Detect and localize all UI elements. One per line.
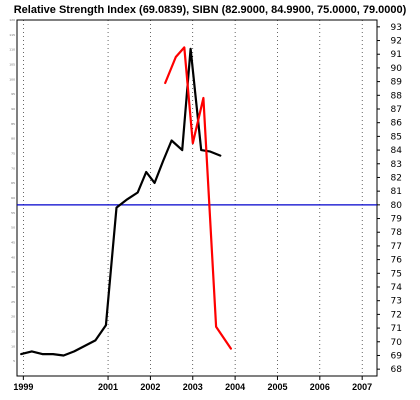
x-tick-label-2001: 2001 bbox=[98, 382, 118, 392]
left-tick-label-40: 40 bbox=[11, 255, 15, 259]
left-axis: 5 10 15 20 25 30 35 40 45 50 55 60 65 70 75 80 85 90 95 100… bbox=[9, 18, 15, 363]
right-tick-label-83: 83 bbox=[391, 160, 402, 170]
left-tick-label-60: 60 bbox=[11, 196, 15, 200]
left-tick-label-45: 45 bbox=[11, 241, 15, 245]
left-tick-label-80: 80 bbox=[11, 137, 15, 141]
chart-title: Relative Strength Index (69.0839), SIBN … bbox=[14, 4, 407, 16]
left-tick-label-25: 25 bbox=[11, 300, 15, 304]
x-tick-label-2005: 2005 bbox=[267, 382, 287, 392]
right-tick-label-69: 69 bbox=[391, 351, 403, 361]
series-line-black bbox=[20, 47, 222, 357]
right-tick-label-81: 81 bbox=[391, 187, 402, 197]
right-tick-label-90: 90 bbox=[391, 64, 403, 74]
x-tick-label-1999: 1999 bbox=[13, 382, 33, 392]
left-tick-label-110: 110 bbox=[9, 48, 15, 52]
right-tick-label-82: 82 bbox=[391, 173, 402, 183]
x-tick-label-2004: 2004 bbox=[225, 382, 245, 392]
right-tick-label-71: 71 bbox=[391, 324, 402, 334]
left-tick-label-115: 115 bbox=[9, 33, 15, 37]
right-tick-label-87: 87 bbox=[391, 105, 402, 115]
right-tick-label-84: 84 bbox=[391, 146, 403, 156]
x-tick-label-2002: 2002 bbox=[140, 382, 160, 392]
left-tick-label-75: 75 bbox=[11, 152, 15, 156]
left-tick-label-120: 120 bbox=[9, 18, 15, 22]
x-axis: 1999 2001 2002 2003 2004 2005 2006 2007 bbox=[13, 376, 372, 392]
right-tick-label-85: 85 bbox=[391, 132, 402, 142]
left-tick-label-20: 20 bbox=[11, 315, 15, 319]
right-tick-label-76: 76 bbox=[391, 256, 403, 266]
x-tick-label-2006: 2006 bbox=[310, 382, 330, 392]
left-tick-label-35: 35 bbox=[11, 270, 15, 274]
right-tick-label-73: 73 bbox=[391, 297, 402, 307]
left-tick-label-5: 5 bbox=[13, 359, 15, 363]
right-tick-label-68: 68 bbox=[391, 365, 403, 375]
left-tick-label-10: 10 bbox=[11, 344, 15, 348]
right-tick-label-75: 75 bbox=[391, 269, 402, 279]
right-tick-label-79: 79 bbox=[391, 215, 403, 225]
left-tick-label-15: 15 bbox=[11, 330, 15, 334]
left-tick-label-95: 95 bbox=[11, 92, 15, 96]
left-tick-label-105: 105 bbox=[9, 63, 15, 67]
right-tick-label-93: 93 bbox=[391, 23, 402, 33]
right-tick-label-88: 88 bbox=[391, 91, 403, 101]
x-tick-label-2003: 2003 bbox=[183, 382, 203, 392]
right-tick-label-91: 91 bbox=[391, 50, 402, 60]
left-tick-label-100: 100 bbox=[9, 77, 15, 81]
right-tick-label-86: 86 bbox=[391, 119, 403, 129]
right-tick-label-92: 92 bbox=[391, 37, 402, 47]
left-tick-label-85: 85 bbox=[11, 122, 15, 126]
right-tick-label-77: 77 bbox=[391, 242, 402, 252]
series-line-red bbox=[164, 46, 232, 350]
series-layer bbox=[20, 46, 232, 357]
right-axis: 68 69 70 71 72 73 74 75 76 77 78 79 80 81 82 83 84 85 86 87… bbox=[377, 23, 402, 375]
right-tick-label-74: 74 bbox=[391, 283, 403, 293]
left-tick-label-50: 50 bbox=[11, 226, 15, 230]
left-tick-label-55: 55 bbox=[11, 211, 15, 215]
right-tick-label-72: 72 bbox=[391, 310, 402, 320]
left-tick-label-65: 65 bbox=[11, 181, 15, 185]
right-tick-label-70: 70 bbox=[391, 338, 403, 348]
right-tick-label-80: 80 bbox=[391, 201, 403, 211]
right-tick-label-89: 89 bbox=[391, 78, 403, 88]
right-tick-label-78: 78 bbox=[391, 228, 403, 238]
x-tick-label-2007: 2007 bbox=[352, 382, 372, 392]
plot-frame bbox=[16, 19, 378, 377]
left-tick-label-30: 30 bbox=[11, 285, 15, 289]
vertical-gridlines bbox=[23, 20, 363, 376]
left-tick-label-70: 70 bbox=[11, 166, 15, 170]
left-tick-label-90: 90 bbox=[11, 107, 15, 111]
